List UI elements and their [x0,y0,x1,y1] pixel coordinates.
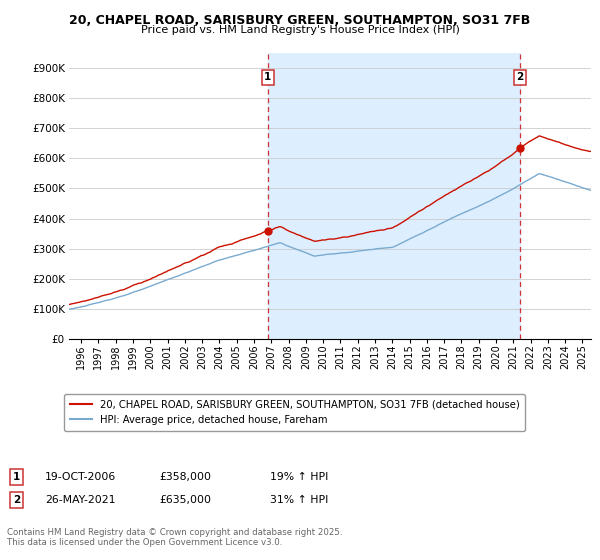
Text: 26-MAY-2021: 26-MAY-2021 [45,495,115,505]
Text: 2: 2 [13,495,20,505]
Text: 20, CHAPEL ROAD, SARISBURY GREEN, SOUTHAMPTON, SO31 7FB: 20, CHAPEL ROAD, SARISBURY GREEN, SOUTHA… [70,14,530,27]
Text: Price paid vs. HM Land Registry's House Price Index (HPI): Price paid vs. HM Land Registry's House … [140,25,460,35]
Legend: 20, CHAPEL ROAD, SARISBURY GREEN, SOUTHAMPTON, SO31 7FB (detached house), HPI: A: 20, CHAPEL ROAD, SARISBURY GREEN, SOUTHA… [64,394,526,431]
Text: 31% ↑ HPI: 31% ↑ HPI [270,495,328,505]
Bar [268,53,520,339]
Text: 19-OCT-2006: 19-OCT-2006 [45,472,116,482]
Text: £358,000: £358,000 [159,472,211,482]
Text: Contains HM Land Registry data © Crown copyright and database right 2025.
This d: Contains HM Land Registry data © Crown c… [7,528,343,547]
Text: 19% ↑ HPI: 19% ↑ HPI [270,472,328,482]
Text: 1: 1 [13,472,20,482]
Text: 2: 2 [517,72,524,82]
Text: 1: 1 [264,72,271,82]
Text: £635,000: £635,000 [159,495,211,505]
